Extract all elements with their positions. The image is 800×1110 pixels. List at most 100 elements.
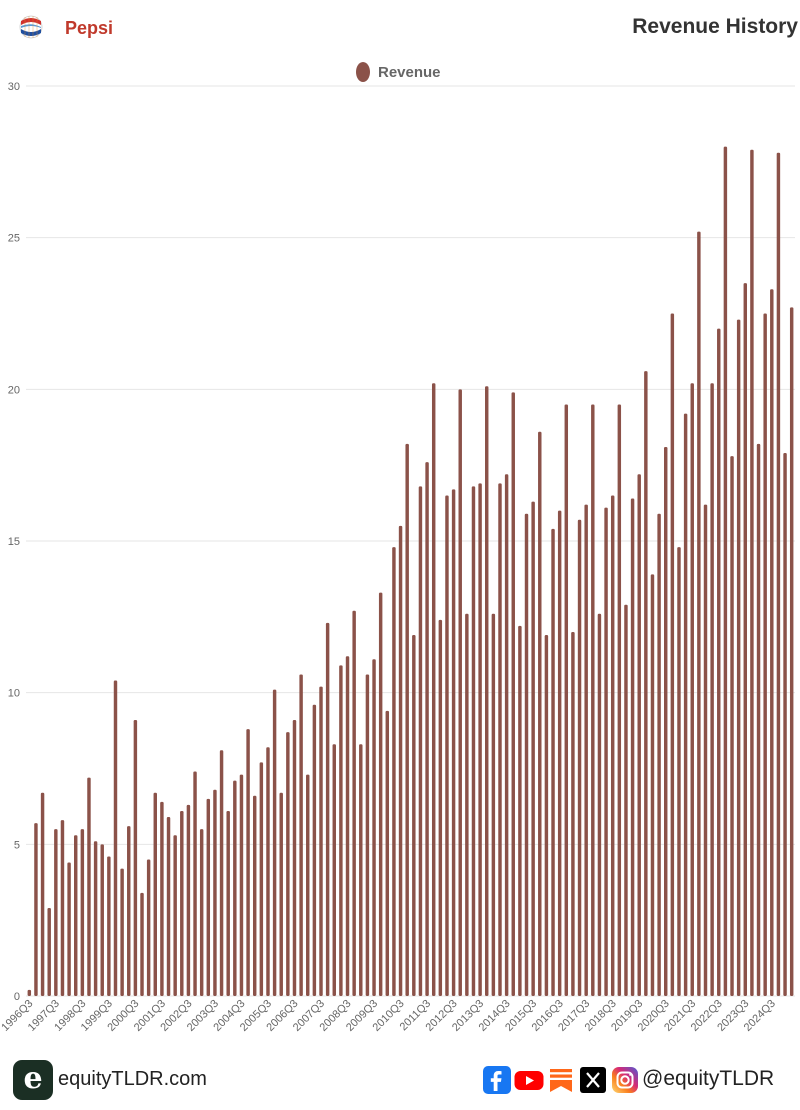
bar[interactable] — [465, 613, 469, 996]
bar[interactable] — [113, 680, 118, 996]
bar[interactable] — [471, 486, 476, 996]
bar[interactable] — [770, 289, 774, 996]
bar[interactable] — [538, 431, 542, 996]
bar[interactable] — [670, 313, 675, 997]
bar[interactable] — [551, 528, 555, 996]
bar[interactable] — [127, 826, 131, 996]
bar[interactable] — [325, 622, 330, 996]
bar[interactable] — [511, 392, 515, 996]
bar[interactable] — [153, 792, 157, 996]
bar[interactable] — [717, 328, 721, 996]
bar[interactable] — [378, 592, 383, 996]
bar[interactable] — [425, 462, 429, 996]
bar[interactable] — [372, 659, 376, 996]
bar[interactable] — [644, 371, 648, 996]
bar[interactable] — [664, 446, 668, 997]
website-link[interactable]: equityTLDR.com — [58, 1068, 207, 1090]
bar[interactable] — [776, 152, 781, 997]
x-icon[interactable] — [578, 1065, 608, 1095]
bar[interactable] — [624, 604, 628, 996]
bar[interactable] — [93, 841, 98, 996]
bar[interactable] — [206, 798, 211, 996]
bar[interactable] — [610, 495, 615, 997]
bar[interactable] — [412, 635, 416, 996]
bar[interactable] — [133, 719, 138, 996]
bar[interactable] — [571, 632, 575, 996]
bar[interactable] — [445, 495, 449, 997]
bar[interactable] — [345, 656, 350, 996]
bar[interactable] — [730, 456, 734, 996]
bar[interactable] — [34, 823, 38, 996]
bar[interactable] — [332, 744, 336, 996]
bar[interactable] — [451, 489, 456, 996]
bar[interactable] — [272, 689, 277, 996]
bar[interactable] — [27, 989, 32, 996]
bar[interactable] — [312, 704, 317, 996]
bar[interactable] — [438, 619, 443, 996]
youtube-icon[interactable] — [514, 1065, 544, 1095]
bar[interactable] — [87, 777, 91, 996]
facebook-icon[interactable] — [482, 1065, 512, 1095]
bar[interactable] — [683, 413, 688, 997]
bar[interactable] — [299, 674, 303, 996]
bar[interactable] — [186, 804, 191, 996]
bar[interactable] — [252, 795, 257, 996]
bar[interactable] — [40, 792, 45, 996]
bar[interactable] — [54, 829, 58, 996]
bar[interactable] — [504, 474, 509, 996]
bar[interactable] — [750, 149, 754, 996]
bar[interactable] — [498, 483, 502, 996]
bar[interactable] — [524, 513, 529, 996]
bar[interactable] — [650, 574, 655, 996]
bar[interactable] — [617, 404, 622, 997]
bar[interactable] — [199, 829, 204, 996]
bar[interactable] — [743, 283, 748, 996]
bar[interactable] — [703, 504, 708, 996]
legend[interactable]: Revenue — [356, 62, 441, 82]
bar[interactable] — [80, 829, 85, 996]
bar[interactable] — [385, 710, 390, 996]
bar[interactable] — [292, 719, 297, 996]
bar[interactable] — [736, 319, 741, 996]
instagram-icon[interactable] — [610, 1065, 640, 1095]
bar[interactable] — [246, 729, 250, 996]
bar[interactable] — [266, 747, 270, 996]
substack-icon[interactable] — [546, 1065, 576, 1095]
bar[interactable] — [213, 789, 217, 996]
bar[interactable] — [160, 801, 164, 996]
bar[interactable] — [630, 498, 635, 996]
bar[interactable] — [544, 635, 549, 996]
social-handle[interactable]: @equityTLDR — [642, 1067, 775, 1090]
bar[interactable] — [518, 625, 522, 996]
bar[interactable] — [789, 307, 794, 996]
bar[interactable] — [100, 844, 104, 996]
bar[interactable] — [398, 525, 403, 996]
bar[interactable] — [597, 613, 602, 996]
bar[interactable] — [478, 483, 482, 996]
bar[interactable] — [319, 686, 323, 996]
bar[interactable] — [233, 780, 237, 996]
bar[interactable] — [491, 613, 496, 996]
bar[interactable] — [431, 383, 436, 996]
bar[interactable] — [146, 859, 151, 997]
bar[interactable] — [485, 386, 489, 996]
bar[interactable] — [74, 835, 78, 996]
bar[interactable] — [166, 817, 171, 996]
bar[interactable] — [47, 908, 51, 996]
bar[interactable] — [226, 810, 230, 996]
bar[interactable] — [67, 862, 71, 996]
bar[interactable] — [140, 892, 144, 996]
bar[interactable] — [359, 744, 363, 996]
bar[interactable] — [306, 774, 310, 996]
bar[interactable] — [690, 383, 694, 996]
bar[interactable] — [697, 231, 701, 997]
bar[interactable] — [107, 856, 111, 996]
bar[interactable] — [710, 383, 714, 996]
bar[interactable] — [657, 513, 661, 996]
bar[interactable] — [637, 474, 641, 996]
bar[interactable] — [418, 486, 423, 996]
bar[interactable] — [677, 547, 681, 996]
bar[interactable] — [219, 750, 224, 996]
bar[interactable] — [591, 404, 595, 997]
bar[interactable] — [783, 453, 787, 996]
